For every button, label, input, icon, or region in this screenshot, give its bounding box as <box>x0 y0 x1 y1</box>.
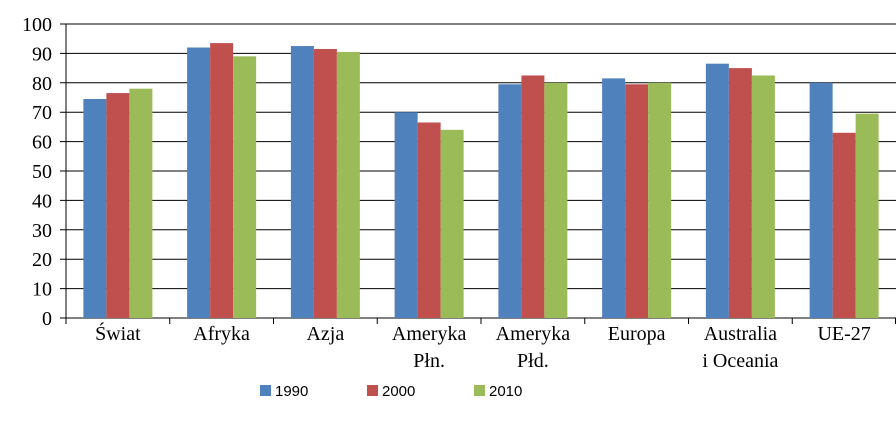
y-tick-label: 40 <box>32 190 52 212</box>
x-tick-label: Afryka <box>193 323 250 345</box>
bar <box>705 63 729 318</box>
legend-label: 2010 <box>489 383 522 400</box>
x-tick-label: Ameryka Płd. <box>496 323 571 372</box>
x-tick-label: Ameryka Płn. <box>392 323 467 372</box>
bar <box>233 56 257 319</box>
x-tick-label: Australia i Oceania <box>702 323 778 372</box>
bar <box>187 47 211 319</box>
y-tick-label: 70 <box>32 102 52 124</box>
y-tick-label: 30 <box>32 220 52 242</box>
bar <box>751 75 775 318</box>
bar <box>521 75 545 318</box>
bar <box>855 113 879 318</box>
y-tick-label: 50 <box>32 161 52 183</box>
y-tick-label: 80 <box>32 73 52 95</box>
bar <box>83 98 107 318</box>
bar <box>336 51 360 319</box>
bar <box>290 46 314 319</box>
y-tick-label: 10 <box>32 279 52 301</box>
legend-label: 1990 <box>275 383 308 400</box>
bar <box>417 122 441 319</box>
bar <box>648 82 672 318</box>
bar <box>809 82 833 318</box>
bar <box>313 48 337 319</box>
bar <box>440 129 464 318</box>
y-tick-label: 60 <box>32 132 52 154</box>
y-tick-label: 100 <box>22 14 52 36</box>
x-tick-label: Europa <box>608 323 666 345</box>
x-tick-label: UE-27 <box>817 323 870 345</box>
legend-swatch <box>367 385 378 396</box>
legend-label: 2000 <box>382 383 415 400</box>
legend-swatch <box>260 385 271 396</box>
bar <box>210 43 234 319</box>
x-tick-label: Świat <box>95 321 141 345</box>
bar <box>832 132 856 318</box>
bar <box>106 93 130 318</box>
bar <box>625 84 649 319</box>
y-tick-label: 20 <box>32 249 52 271</box>
bar <box>394 112 418 318</box>
bar <box>498 84 522 319</box>
legend-swatch <box>474 385 485 396</box>
y-tick-label: 90 <box>32 43 52 65</box>
bar <box>544 82 568 318</box>
bar <box>728 68 752 318</box>
bar <box>129 88 153 319</box>
bar <box>602 78 626 318</box>
y-tick-label: 0 <box>42 308 52 330</box>
x-tick-label: Azja <box>306 323 344 345</box>
